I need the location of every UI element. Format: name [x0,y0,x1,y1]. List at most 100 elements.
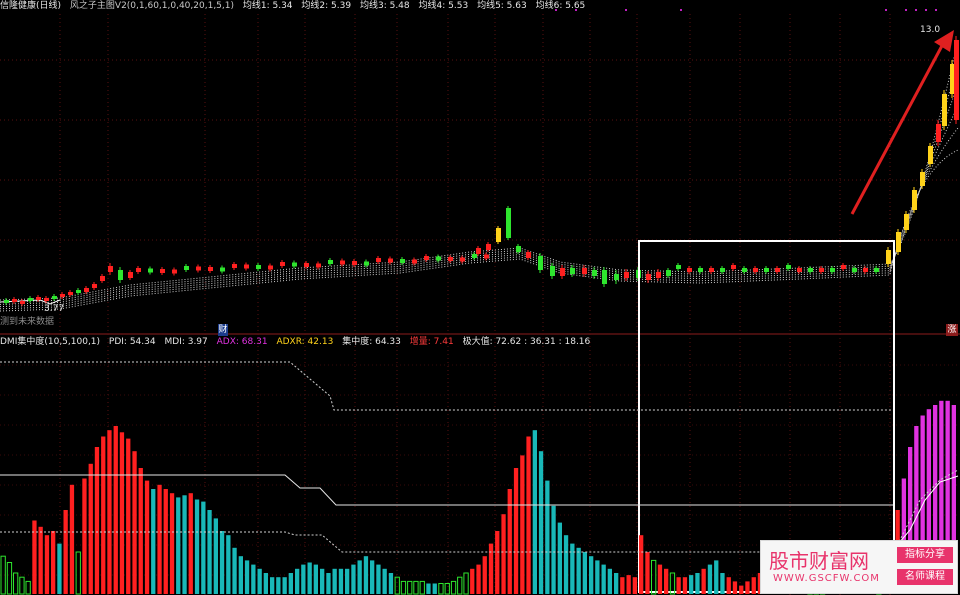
event-marker-cai[interactable]: 财 [218,324,228,336]
candle [280,262,285,266]
candle [742,268,747,272]
main-indicator-label[interactable]: 风之子主图V2(0,1,60,1,0,40,20,1,5,1) [69,1,234,11]
candle [400,259,405,263]
dmi-bar [908,447,913,594]
dmi-bar [739,585,744,594]
candle [874,268,879,272]
dmi-bar [438,583,444,595]
dmi-bar [307,562,312,594]
dmi-bar [513,468,519,594]
ma6-value: 均线6: 5.65 [535,1,586,11]
dmi-bar [689,575,694,594]
dmi-bar [394,576,400,595]
dmi-bar [51,531,56,594]
candle [896,232,901,252]
event-marker-zhang[interactable]: 涨 [946,324,958,336]
dmi-bar [507,489,512,594]
dmi-bar [939,400,944,594]
dmi-bar [282,577,287,594]
stock-title[interactable]: 信隆健康(日线) [0,1,62,11]
trend-arrow-shaft [850,41,946,215]
candle [698,268,703,272]
candle [775,268,780,272]
concentration-line [0,474,893,506]
dmi-bar [545,480,550,594]
dmi-bar [19,576,25,595]
candle [731,265,736,269]
moving-average-line [889,61,959,267]
dmi-bar [213,518,218,594]
dmi-bar [157,484,162,594]
dmi-bar [582,552,587,594]
dmi-bar [345,568,350,594]
top-marker [925,9,927,11]
dmi-bar [257,568,262,594]
dmi-bar [901,478,906,594]
dmi-indicator-name[interactable]: DMI集中度(10,5,100,1) [0,337,101,347]
candle [666,270,671,276]
dmi-bar [188,493,193,594]
ma2-value: 均线2: 5.39 [301,1,352,11]
dmi-bar [357,560,362,594]
candle [388,258,393,263]
candle [720,268,725,272]
candle [624,272,629,278]
dmi-bar [714,560,719,594]
dmi-bar [301,564,306,594]
candle [819,268,824,272]
candle [912,190,917,210]
top-marker [935,9,937,11]
candle [160,269,165,273]
top-marker [885,9,887,11]
dmi-bar [382,568,387,594]
dmi-bar [951,405,956,594]
dmi-bar [557,522,562,594]
candle [52,296,57,299]
candle [526,252,531,258]
dmi-bar [914,426,919,594]
candle [328,260,333,264]
candle [516,246,521,252]
dmi-bar [589,556,594,594]
dmi-bar [607,568,612,594]
candle [687,268,692,272]
dmi-bar [450,580,457,595]
candle [942,94,947,126]
candle [376,258,381,262]
pdi-value: PDI: 54.34 [108,337,156,347]
dmi-bar [295,568,300,594]
candle [786,265,791,269]
candle [550,266,555,276]
dmi-bar [563,535,569,594]
dmi-bar [270,577,275,594]
candle [830,268,835,272]
dmi-bar [276,577,281,594]
dmi-bar [332,568,337,594]
dmi-bar [413,580,419,595]
dmi-bar [576,547,581,594]
dmi-bar [244,560,250,594]
dmi-header: DMI集中度(10,5,100,1) PDI: 54.34 MDI: 3.97 … [0,336,596,348]
dmi-bar [251,564,256,594]
dmi-bar [601,564,606,594]
candle [928,146,933,164]
dmi-bar [682,577,688,594]
candle [506,208,511,238]
candle [954,40,959,120]
candle [476,248,481,254]
candle [676,265,681,269]
dmi-bar [63,510,68,594]
dmi-bar [182,495,187,594]
dmi-bar [407,580,413,595]
dmi-bar [526,436,531,594]
dmi-bar [44,535,50,594]
dmi-bar [169,493,175,594]
candle [863,268,868,272]
moving-average-line [889,39,959,265]
candle [44,298,49,301]
candle [808,268,813,272]
top-marker [905,9,907,11]
high-price-label: 13.0 [920,25,941,35]
candle [118,270,123,280]
dmi-bar [163,489,168,594]
